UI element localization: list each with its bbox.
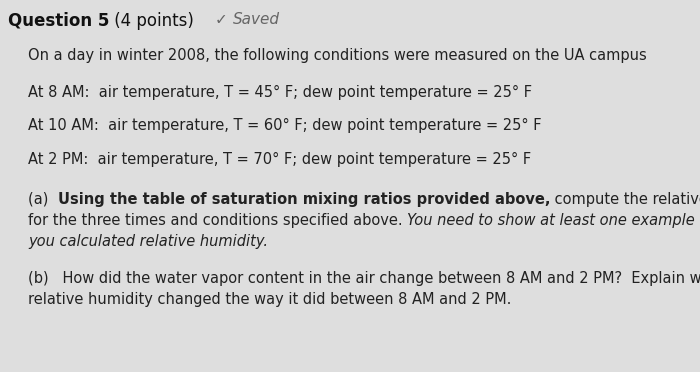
- Text: Question 5: Question 5: [8, 12, 109, 30]
- Text: You need to show at least one example of how: You need to show at least one example of…: [407, 213, 700, 228]
- Text: (4 points): (4 points): [109, 12, 216, 30]
- Text: (b)   How did the water vapor content in the air change between 8 AM and 2 PM?  : (b) How did the water vapor content in t…: [28, 271, 700, 286]
- Text: relative humidity changed the way it did between 8 AM and 2 PM.: relative humidity changed the way it did…: [28, 292, 512, 307]
- Text: At 10 AM:  air temperature, T = 60° F; dew point temperature = 25° F: At 10 AM: air temperature, T = 60° F; de…: [28, 118, 542, 133]
- Text: compute the relative humidity: compute the relative humidity: [550, 192, 700, 207]
- Text: you calculated relative humidity.: you calculated relative humidity.: [28, 234, 268, 249]
- Text: for the three times and conditions specified above.: for the three times and conditions speci…: [28, 213, 407, 228]
- Text: Saved: Saved: [233, 12, 280, 27]
- Text: At 8 AM:  air temperature, T = 45° F; dew point temperature = 25° F: At 8 AM: air temperature, T = 45° F; dew…: [28, 85, 532, 100]
- Text: (a): (a): [28, 192, 57, 207]
- Text: Using the table of saturation mixing ratios provided above,: Using the table of saturation mixing rat…: [57, 192, 550, 207]
- Text: At 2 PM:  air temperature, T = 70° F; dew point temperature = 25° F: At 2 PM: air temperature, T = 70° F; dew…: [28, 152, 531, 167]
- Text: On a day in winter 2008, the following conditions were measured on the UA campus: On a day in winter 2008, the following c…: [28, 48, 647, 63]
- Text: ✓: ✓: [216, 12, 233, 27]
